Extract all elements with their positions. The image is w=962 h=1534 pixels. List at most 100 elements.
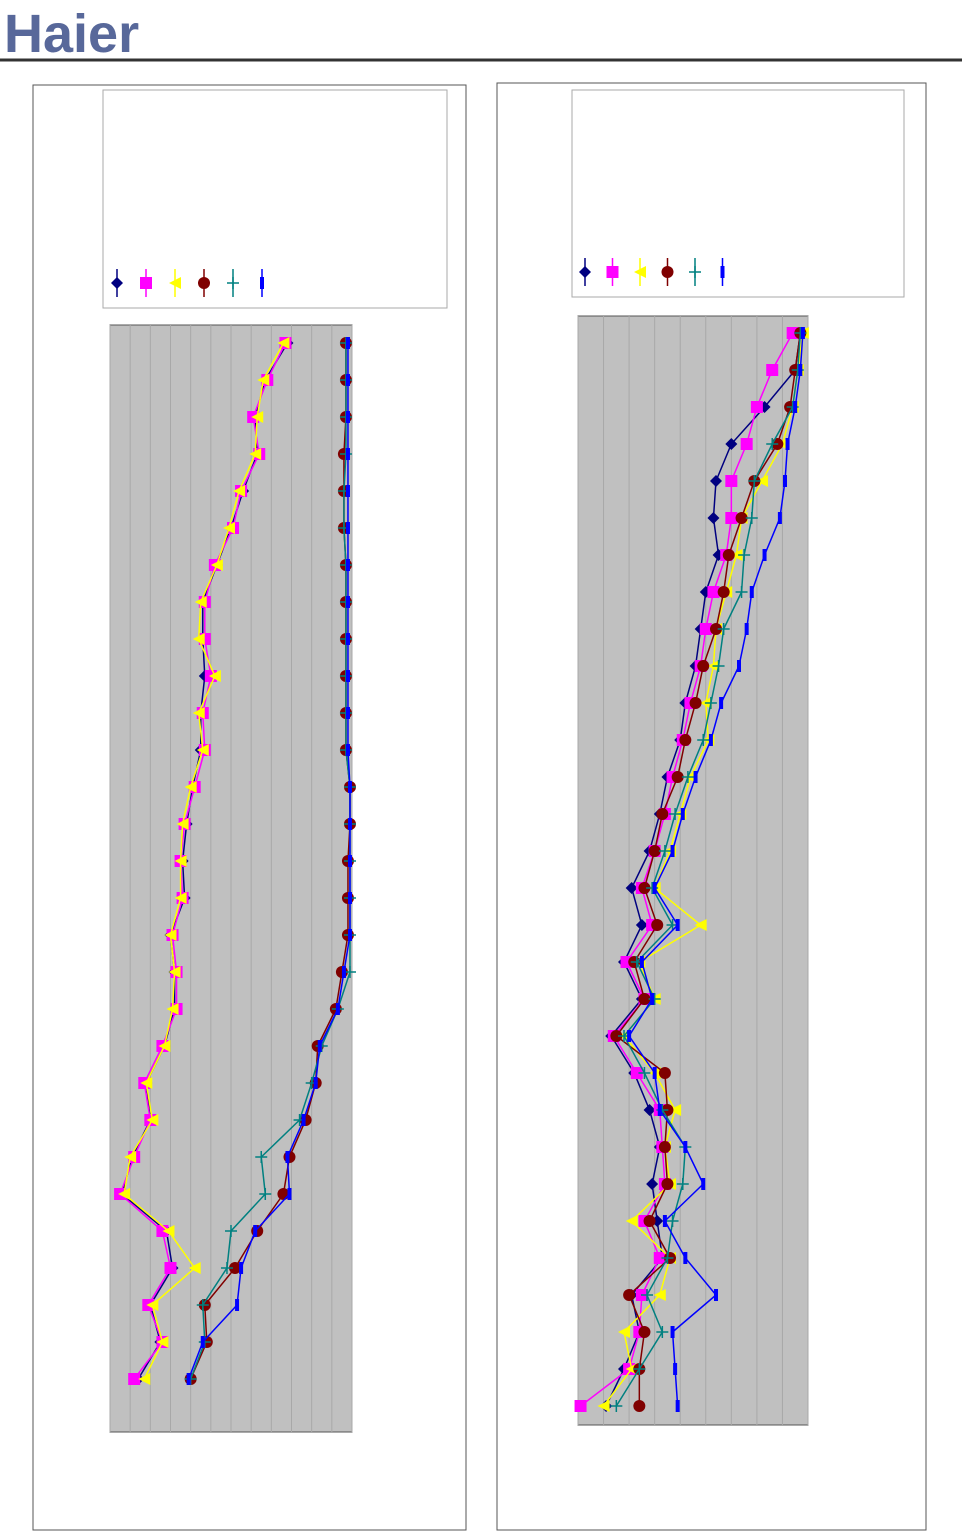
- marker: [714, 1289, 718, 1301]
- marker: [146, 1114, 159, 1126]
- marker: [725, 512, 738, 524]
- marker: [251, 411, 264, 423]
- marker: [683, 1141, 688, 1153]
- marker: [749, 586, 754, 598]
- marker: [335, 1003, 340, 1015]
- marker: [186, 1373, 191, 1385]
- marker: [257, 374, 270, 386]
- marker: [766, 364, 779, 376]
- marker: [735, 512, 748, 524]
- marker: [735, 586, 748, 598]
- legend-marker: [634, 266, 646, 278]
- marker: [345, 522, 350, 534]
- marker: [722, 549, 735, 561]
- marker: [708, 734, 713, 746]
- marker: [156, 1336, 169, 1348]
- marker: [347, 892, 352, 904]
- marker: [679, 734, 692, 746]
- marker: [707, 586, 720, 598]
- marker: [222, 522, 235, 534]
- marker: [793, 401, 798, 413]
- plot-area: [577, 315, 809, 1426]
- marker: [347, 929, 352, 941]
- marker: [625, 882, 638, 894]
- marker: [783, 475, 787, 487]
- marker: [345, 448, 350, 460]
- marker: [192, 707, 205, 719]
- marker: [661, 1178, 674, 1190]
- marker: [697, 734, 710, 746]
- marker: [643, 1215, 656, 1227]
- marker: [719, 697, 724, 709]
- marker: [680, 808, 685, 820]
- marker: [701, 1178, 706, 1190]
- marker: [653, 1289, 666, 1301]
- marker: [194, 596, 207, 608]
- legend-marker: [720, 266, 725, 278]
- marker: [710, 623, 722, 635]
- marker: [345, 411, 350, 423]
- marker: [285, 1151, 290, 1163]
- marker: [650, 993, 655, 1005]
- legend-marker: [606, 266, 619, 278]
- logo: Haier: [4, 4, 139, 64]
- marker: [785, 438, 790, 450]
- marker: [639, 956, 644, 968]
- marker: [675, 919, 680, 931]
- legend-marker: [140, 277, 152, 289]
- marker: [744, 623, 749, 635]
- marker: [798, 364, 803, 376]
- marker: [633, 1400, 646, 1412]
- marker: [699, 623, 712, 635]
- legend-marker: [111, 277, 123, 289]
- marker: [648, 845, 661, 857]
- marker: [673, 1363, 678, 1375]
- marker: [208, 670, 221, 682]
- marker: [738, 549, 751, 561]
- marker: [669, 808, 682, 820]
- marker: [694, 919, 707, 931]
- marker: [707, 512, 720, 524]
- marker: [259, 1188, 272, 1200]
- marker: [345, 374, 350, 386]
- marker: [210, 559, 223, 571]
- marker: [638, 882, 651, 894]
- legend-marker: [169, 277, 181, 289]
- marker: [146, 1299, 159, 1311]
- marker: [345, 337, 350, 349]
- marker: [658, 1141, 671, 1153]
- marker: [712, 660, 725, 672]
- marker: [168, 966, 181, 978]
- marker: [196, 744, 209, 756]
- marker: [656, 1326, 669, 1338]
- series-line: [605, 332, 802, 1407]
- marker: [347, 818, 352, 830]
- marker: [347, 781, 352, 793]
- marker: [675, 1400, 680, 1412]
- marker: [635, 919, 648, 931]
- marker: [345, 670, 350, 682]
- marker: [345, 596, 350, 608]
- marker: [255, 1151, 268, 1163]
- marker: [287, 1188, 292, 1200]
- marker: [737, 660, 741, 672]
- marker: [638, 993, 651, 1005]
- series-line: [628, 332, 804, 1407]
- marker: [643, 1104, 656, 1116]
- marker: [200, 1336, 205, 1348]
- legend-marker: [689, 266, 701, 278]
- marker: [646, 1178, 659, 1190]
- marker: [704, 697, 717, 709]
- marker: [652, 882, 657, 894]
- marker: [681, 771, 694, 783]
- marker: [689, 697, 702, 709]
- marker: [235, 1299, 240, 1311]
- marker: [277, 337, 290, 349]
- marker: [627, 1030, 632, 1042]
- marker: [725, 438, 738, 450]
- legend-marker: [260, 277, 264, 289]
- marker: [652, 1067, 657, 1079]
- marker: [229, 1262, 242, 1274]
- marker: [345, 707, 350, 719]
